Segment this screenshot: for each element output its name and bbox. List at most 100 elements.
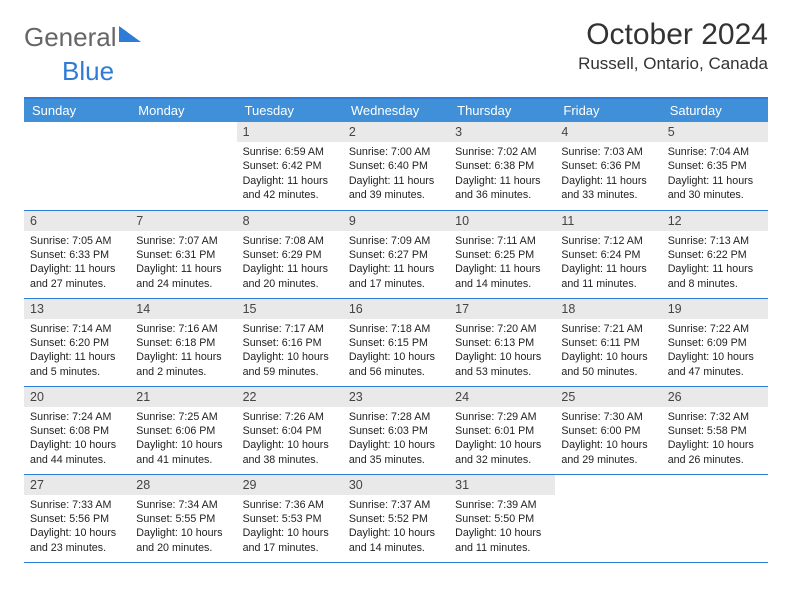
day-details: Sunrise: 7:33 AMSunset: 5:56 PMDaylight:…: [24, 495, 130, 561]
day-details: Sunrise: 7:39 AMSunset: 5:50 PMDaylight:…: [449, 495, 555, 561]
day-number: 14: [130, 299, 236, 319]
calendar-day-cell: 29Sunrise: 7:36 AMSunset: 5:53 PMDayligh…: [237, 474, 343, 562]
day-number: 9: [343, 211, 449, 231]
calendar-day-cell: 16Sunrise: 7:18 AMSunset: 6:15 PMDayligh…: [343, 298, 449, 386]
day-number: 21: [130, 387, 236, 407]
calendar-table: SundayMondayTuesdayWednesdayThursdayFrid…: [24, 97, 768, 563]
day-details: Sunrise: 7:12 AMSunset: 6:24 PMDaylight:…: [555, 231, 661, 297]
day-details: Sunrise: 7:00 AMSunset: 6:40 PMDaylight:…: [343, 142, 449, 208]
day-number: 17: [449, 299, 555, 319]
day-details: Sunrise: 7:02 AMSunset: 6:38 PMDaylight:…: [449, 142, 555, 208]
day-details: Sunrise: 7:29 AMSunset: 6:01 PMDaylight:…: [449, 407, 555, 473]
calendar-day-cell: 13Sunrise: 7:14 AMSunset: 6:20 PMDayligh…: [24, 298, 130, 386]
calendar-day-cell: 9Sunrise: 7:09 AMSunset: 6:27 PMDaylight…: [343, 210, 449, 298]
calendar-day-cell: 18Sunrise: 7:21 AMSunset: 6:11 PMDayligh…: [555, 298, 661, 386]
day-header: Sunday: [24, 98, 130, 122]
day-number: 23: [343, 387, 449, 407]
calendar-day-cell: [130, 122, 236, 210]
calendar-week-row: 13Sunrise: 7:14 AMSunset: 6:20 PMDayligh…: [24, 298, 768, 386]
day-number: 5: [662, 122, 768, 142]
calendar-day-cell: 8Sunrise: 7:08 AMSunset: 6:29 PMDaylight…: [237, 210, 343, 298]
day-details: Sunrise: 7:16 AMSunset: 6:18 PMDaylight:…: [130, 319, 236, 385]
day-details: Sunrise: 7:09 AMSunset: 6:27 PMDaylight:…: [343, 231, 449, 297]
day-number: 26: [662, 387, 768, 407]
day-number: 1: [237, 122, 343, 142]
calendar-week-row: 27Sunrise: 7:33 AMSunset: 5:56 PMDayligh…: [24, 474, 768, 562]
day-details: Sunrise: 7:30 AMSunset: 6:00 PMDaylight:…: [555, 407, 661, 473]
day-details: Sunrise: 7:18 AMSunset: 6:15 PMDaylight:…: [343, 319, 449, 385]
logo-text-2: Blue: [62, 56, 114, 87]
calendar-day-cell: 1Sunrise: 6:59 AMSunset: 6:42 PMDaylight…: [237, 122, 343, 210]
logo-text-1: General: [24, 22, 117, 53]
day-details: Sunrise: 6:59 AMSunset: 6:42 PMDaylight:…: [237, 142, 343, 208]
calendar-day-cell: [555, 474, 661, 562]
calendar-day-cell: 23Sunrise: 7:28 AMSunset: 6:03 PMDayligh…: [343, 386, 449, 474]
day-details: Sunrise: 7:36 AMSunset: 5:53 PMDaylight:…: [237, 495, 343, 561]
calendar-day-cell: [662, 474, 768, 562]
calendar-day-cell: 7Sunrise: 7:07 AMSunset: 6:31 PMDaylight…: [130, 210, 236, 298]
day-details: Sunrise: 7:20 AMSunset: 6:13 PMDaylight:…: [449, 319, 555, 385]
calendar-body: 1Sunrise: 6:59 AMSunset: 6:42 PMDaylight…: [24, 122, 768, 562]
calendar-day-cell: 24Sunrise: 7:29 AMSunset: 6:01 PMDayligh…: [449, 386, 555, 474]
calendar-day-cell: [24, 122, 130, 210]
day-details: Sunrise: 7:37 AMSunset: 5:52 PMDaylight:…: [343, 495, 449, 561]
day-number: 28: [130, 475, 236, 495]
day-number: 6: [24, 211, 130, 231]
calendar-day-cell: 4Sunrise: 7:03 AMSunset: 6:36 PMDaylight…: [555, 122, 661, 210]
calendar-day-cell: 22Sunrise: 7:26 AMSunset: 6:04 PMDayligh…: [237, 386, 343, 474]
day-header: Wednesday: [343, 98, 449, 122]
day-details: Sunrise: 7:34 AMSunset: 5:55 PMDaylight:…: [130, 495, 236, 561]
day-header: Tuesday: [237, 98, 343, 122]
day-number: 8: [237, 211, 343, 231]
day-details: Sunrise: 7:11 AMSunset: 6:25 PMDaylight:…: [449, 231, 555, 297]
day-details: Sunrise: 7:08 AMSunset: 6:29 PMDaylight:…: [237, 231, 343, 297]
day-number: 10: [449, 211, 555, 231]
day-number: 2: [343, 122, 449, 142]
calendar-week-row: 20Sunrise: 7:24 AMSunset: 6:08 PMDayligh…: [24, 386, 768, 474]
calendar-day-cell: 17Sunrise: 7:20 AMSunset: 6:13 PMDayligh…: [449, 298, 555, 386]
calendar-day-cell: 26Sunrise: 7:32 AMSunset: 5:58 PMDayligh…: [662, 386, 768, 474]
month-title: October 2024: [578, 18, 768, 52]
calendar-day-cell: 21Sunrise: 7:25 AMSunset: 6:06 PMDayligh…: [130, 386, 236, 474]
day-details: Sunrise: 7:25 AMSunset: 6:06 PMDaylight:…: [130, 407, 236, 473]
calendar-day-cell: 11Sunrise: 7:12 AMSunset: 6:24 PMDayligh…: [555, 210, 661, 298]
day-details: Sunrise: 7:07 AMSunset: 6:31 PMDaylight:…: [130, 231, 236, 297]
day-details: Sunrise: 7:21 AMSunset: 6:11 PMDaylight:…: [555, 319, 661, 385]
day-number: 11: [555, 211, 661, 231]
day-number: 27: [24, 475, 130, 495]
day-number: 16: [343, 299, 449, 319]
calendar-day-cell: 27Sunrise: 7:33 AMSunset: 5:56 PMDayligh…: [24, 474, 130, 562]
day-number: 3: [449, 122, 555, 142]
day-details: Sunrise: 7:32 AMSunset: 5:58 PMDaylight:…: [662, 407, 768, 473]
day-number: 20: [24, 387, 130, 407]
day-number: 19: [662, 299, 768, 319]
calendar-day-cell: 28Sunrise: 7:34 AMSunset: 5:55 PMDayligh…: [130, 474, 236, 562]
day-number: 18: [555, 299, 661, 319]
day-details: Sunrise: 7:03 AMSunset: 6:36 PMDaylight:…: [555, 142, 661, 208]
day-number: 7: [130, 211, 236, 231]
day-number: 24: [449, 387, 555, 407]
day-number: 15: [237, 299, 343, 319]
day-number: 4: [555, 122, 661, 142]
calendar-day-cell: 6Sunrise: 7:05 AMSunset: 6:33 PMDaylight…: [24, 210, 130, 298]
calendar-day-cell: 19Sunrise: 7:22 AMSunset: 6:09 PMDayligh…: [662, 298, 768, 386]
day-header: Saturday: [662, 98, 768, 122]
calendar-day-cell: 20Sunrise: 7:24 AMSunset: 6:08 PMDayligh…: [24, 386, 130, 474]
day-details: Sunrise: 7:28 AMSunset: 6:03 PMDaylight:…: [343, 407, 449, 473]
calendar-day-cell: 5Sunrise: 7:04 AMSunset: 6:35 PMDaylight…: [662, 122, 768, 210]
title-block: October 2024 Russell, Ontario, Canada: [578, 18, 768, 74]
day-number: 31: [449, 475, 555, 495]
day-details: Sunrise: 7:14 AMSunset: 6:20 PMDaylight:…: [24, 319, 130, 385]
day-header: Friday: [555, 98, 661, 122]
day-details: Sunrise: 7:05 AMSunset: 6:33 PMDaylight:…: [24, 231, 130, 297]
calendar-day-cell: 10Sunrise: 7:11 AMSunset: 6:25 PMDayligh…: [449, 210, 555, 298]
calendar-day-cell: 30Sunrise: 7:37 AMSunset: 5:52 PMDayligh…: [343, 474, 449, 562]
calendar-day-cell: 15Sunrise: 7:17 AMSunset: 6:16 PMDayligh…: [237, 298, 343, 386]
day-header: Monday: [130, 98, 236, 122]
calendar-day-cell: 3Sunrise: 7:02 AMSunset: 6:38 PMDaylight…: [449, 122, 555, 210]
calendar-day-cell: 12Sunrise: 7:13 AMSunset: 6:22 PMDayligh…: [662, 210, 768, 298]
day-details: Sunrise: 7:17 AMSunset: 6:16 PMDaylight:…: [237, 319, 343, 385]
calendar-week-row: 6Sunrise: 7:05 AMSunset: 6:33 PMDaylight…: [24, 210, 768, 298]
calendar-day-cell: 31Sunrise: 7:39 AMSunset: 5:50 PMDayligh…: [449, 474, 555, 562]
logo-triangle-icon: [119, 26, 141, 42]
